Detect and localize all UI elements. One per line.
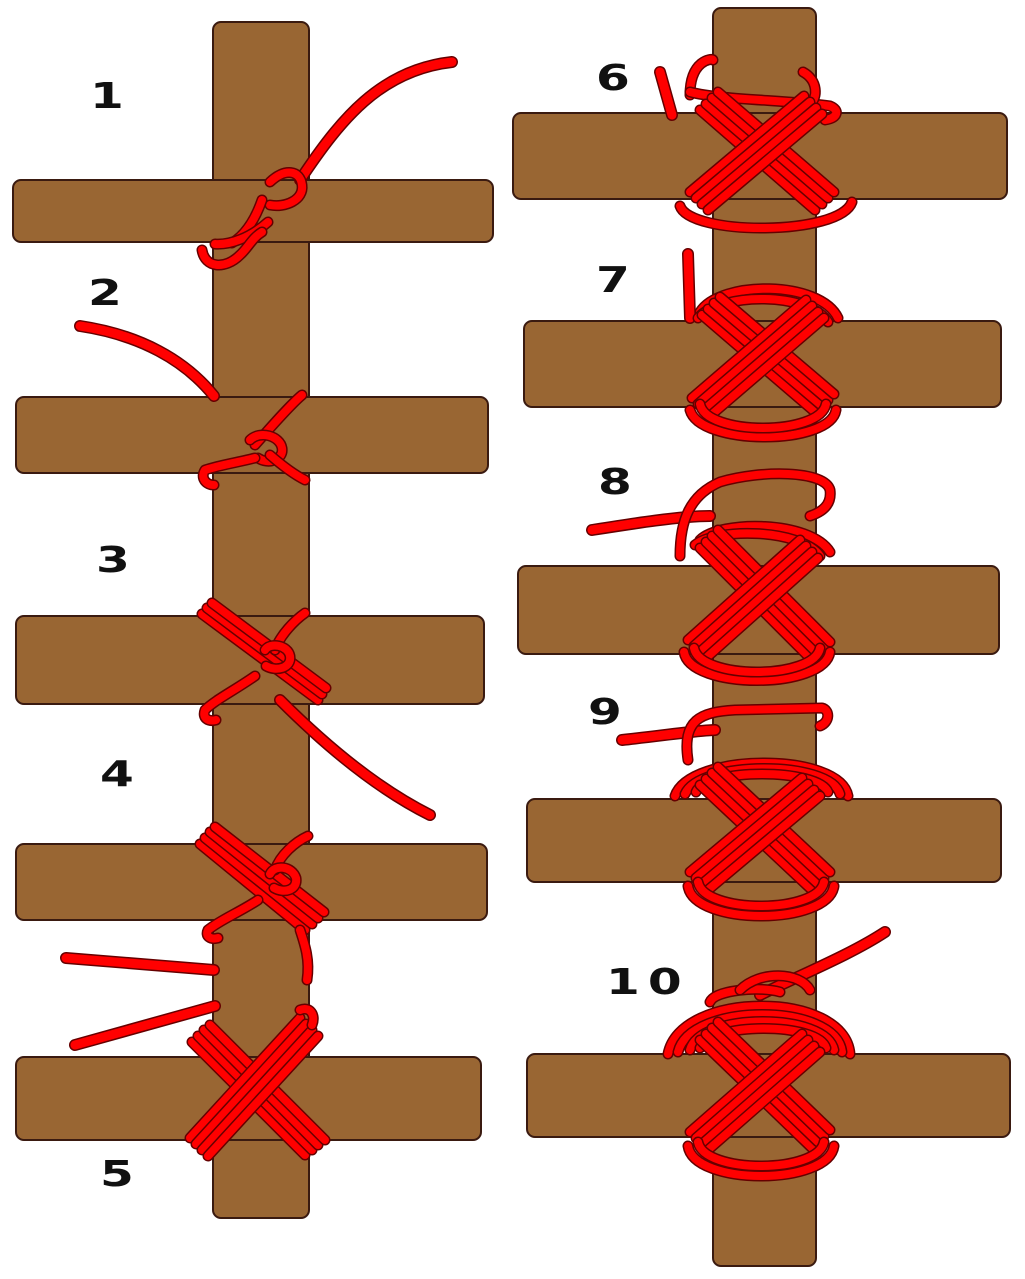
rope-segment — [700, 308, 822, 414]
rope-step-9 — [616, 702, 854, 922]
rope-segment — [690, 542, 810, 650]
step-label-6: 6 — [596, 58, 638, 99]
rope-segment — [296, 1005, 318, 1029]
rope-step-10 — [662, 926, 891, 1182]
crossbar-step-3 — [15, 615, 485, 705]
step-label-9: 9 — [588, 692, 630, 733]
rope-segment — [617, 725, 720, 745]
rope-segment — [206, 828, 322, 922]
rope-step-4 — [194, 821, 330, 986]
rope-segment — [696, 548, 816, 656]
rope-segment — [266, 168, 307, 210]
rope-segment — [296, 926, 312, 984]
step-label-8: 8 — [598, 462, 640, 503]
rope-segment — [702, 554, 822, 662]
rope-segment — [698, 1042, 818, 1148]
rope-segment — [686, 774, 806, 876]
rope-segment — [186, 1014, 304, 1142]
rope-step-5 — [60, 952, 331, 1162]
rope-segment — [275, 695, 435, 820]
rope-segment — [688, 296, 810, 402]
rope-segment — [684, 536, 804, 644]
rope-step-3 — [196, 597, 436, 821]
rope-segment — [198, 228, 266, 269]
rope-segment — [694, 302, 816, 408]
rope-segment — [587, 511, 715, 535]
rope-segment — [192, 1020, 310, 1148]
rope-segment — [694, 878, 828, 910]
step-label-10: 10 — [606, 962, 690, 1003]
rope-segment — [674, 1010, 846, 1056]
step-label-3: 3 — [96, 540, 138, 581]
rope-segment — [664, 1002, 854, 1058]
rope-segment — [704, 1048, 824, 1154]
rope-segment — [211, 218, 272, 249]
rope-segment — [676, 469, 835, 560]
rope-segment — [655, 67, 677, 120]
rope-segment — [692, 780, 812, 882]
rope-segment — [203, 896, 262, 943]
rope-segment — [295, 57, 457, 185]
rope-segment — [686, 406, 840, 441]
rope-segment — [706, 314, 828, 420]
step-label-1: 1 — [90, 76, 132, 117]
rope-segment — [70, 1001, 220, 1050]
rope-step-6 — [654, 54, 858, 234]
rope-segment — [698, 786, 818, 888]
rope-segment — [200, 672, 259, 725]
rope-segment — [692, 1036, 812, 1142]
rope-step-8 — [586, 468, 836, 686]
step-label-5: 5 — [100, 1154, 142, 1195]
rope-segment — [684, 1142, 838, 1180]
rope-segment — [683, 249, 695, 323]
rope-segment — [684, 882, 838, 920]
rope-segment — [198, 610, 322, 704]
ropes — [60, 54, 891, 1182]
rope-segment — [671, 759, 852, 800]
rope-segment — [692, 98, 814, 202]
rope-segment — [698, 104, 820, 208]
rope-segment — [246, 430, 287, 466]
rope-segment — [204, 1032, 322, 1160]
rope-segment — [201, 834, 316, 928]
rope-segment — [196, 840, 309, 934]
rope-step-1 — [196, 56, 458, 271]
rope-outline — [294, 56, 458, 186]
rope-segment — [704, 792, 824, 894]
rope-segment — [686, 1030, 806, 1136]
rope-segment — [696, 400, 830, 432]
rope-segment — [266, 451, 309, 484]
rope-segment — [198, 1026, 316, 1154]
rope-segment — [199, 454, 259, 489]
rope-segment — [686, 92, 808, 196]
step-label-2: 2 — [88, 273, 130, 314]
rope-segment — [75, 321, 219, 401]
rope-segment — [682, 704, 832, 764]
rope-segment — [690, 644, 824, 676]
step-label-7: 7 — [596, 260, 638, 301]
rope-step-7 — [682, 248, 844, 443]
rope-segment — [680, 648, 834, 685]
rope-segment — [694, 1138, 828, 1170]
rope-segment — [736, 971, 814, 994]
rope-segment — [61, 953, 219, 975]
rope-segment — [704, 110, 826, 214]
poles — [12, 7, 1011, 1267]
rope-segment — [676, 198, 856, 232]
step-label-4: 4 — [100, 754, 142, 795]
rope-outline — [74, 320, 220, 402]
rope-step-2 — [74, 320, 311, 491]
rope-segment — [261, 641, 295, 673]
rope-segment — [266, 863, 301, 895]
